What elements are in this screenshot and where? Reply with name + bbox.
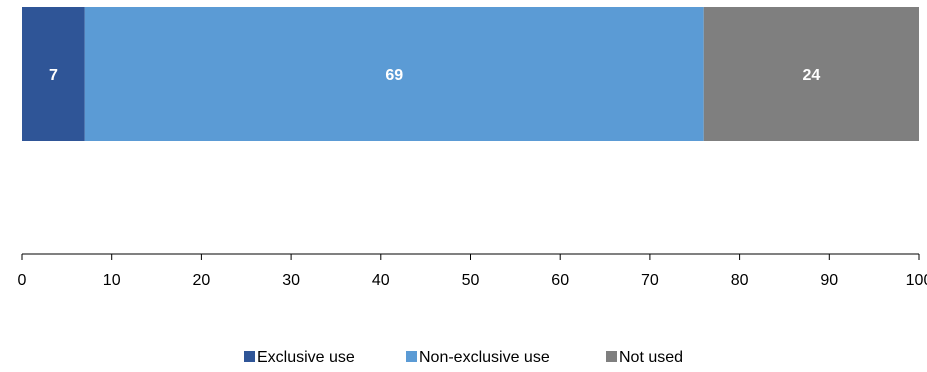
data-labels: 7 69 24 <box>49 67 820 84</box>
x-tick-label: 0 <box>18 272 27 289</box>
x-tick-label: 70 <box>641 272 659 289</box>
data-label-not-used: 24 <box>802 67 820 84</box>
legend-swatch-not-used <box>606 351 617 362</box>
data-label-exclusive-use: 7 <box>49 67 58 84</box>
legend-label-non-exclusive-use: Non-exclusive use <box>419 349 550 366</box>
legend-swatch-exclusive-use <box>244 351 255 362</box>
legend: Exclusive use Non-exclusive use Not used <box>244 349 683 366</box>
bar-segments <box>22 7 919 141</box>
legend-swatch-non-exclusive-use <box>406 351 417 362</box>
x-axis: 0 10 20 30 40 50 60 70 80 90 100 <box>18 253 927 289</box>
x-tick-label: 20 <box>193 272 211 289</box>
x-tick-label: 40 <box>372 272 390 289</box>
x-tick-label: 90 <box>820 272 838 289</box>
x-tick-label: 30 <box>282 272 300 289</box>
x-tick-label: 80 <box>731 272 749 289</box>
data-label-non-exclusive-use: 69 <box>385 67 403 84</box>
x-tick-label: 100 <box>906 272 927 289</box>
bar-exclusive-use <box>22 7 85 141</box>
bar-not-used <box>703 7 919 141</box>
legend-label-exclusive-use: Exclusive use <box>257 349 355 366</box>
x-tick-label: 10 <box>103 272 121 289</box>
bar-non-exclusive-use <box>84 7 704 141</box>
x-tick-label: 50 <box>462 272 480 289</box>
legend-label-not-used: Not used <box>619 349 683 366</box>
x-tick-label: 60 <box>551 272 569 289</box>
